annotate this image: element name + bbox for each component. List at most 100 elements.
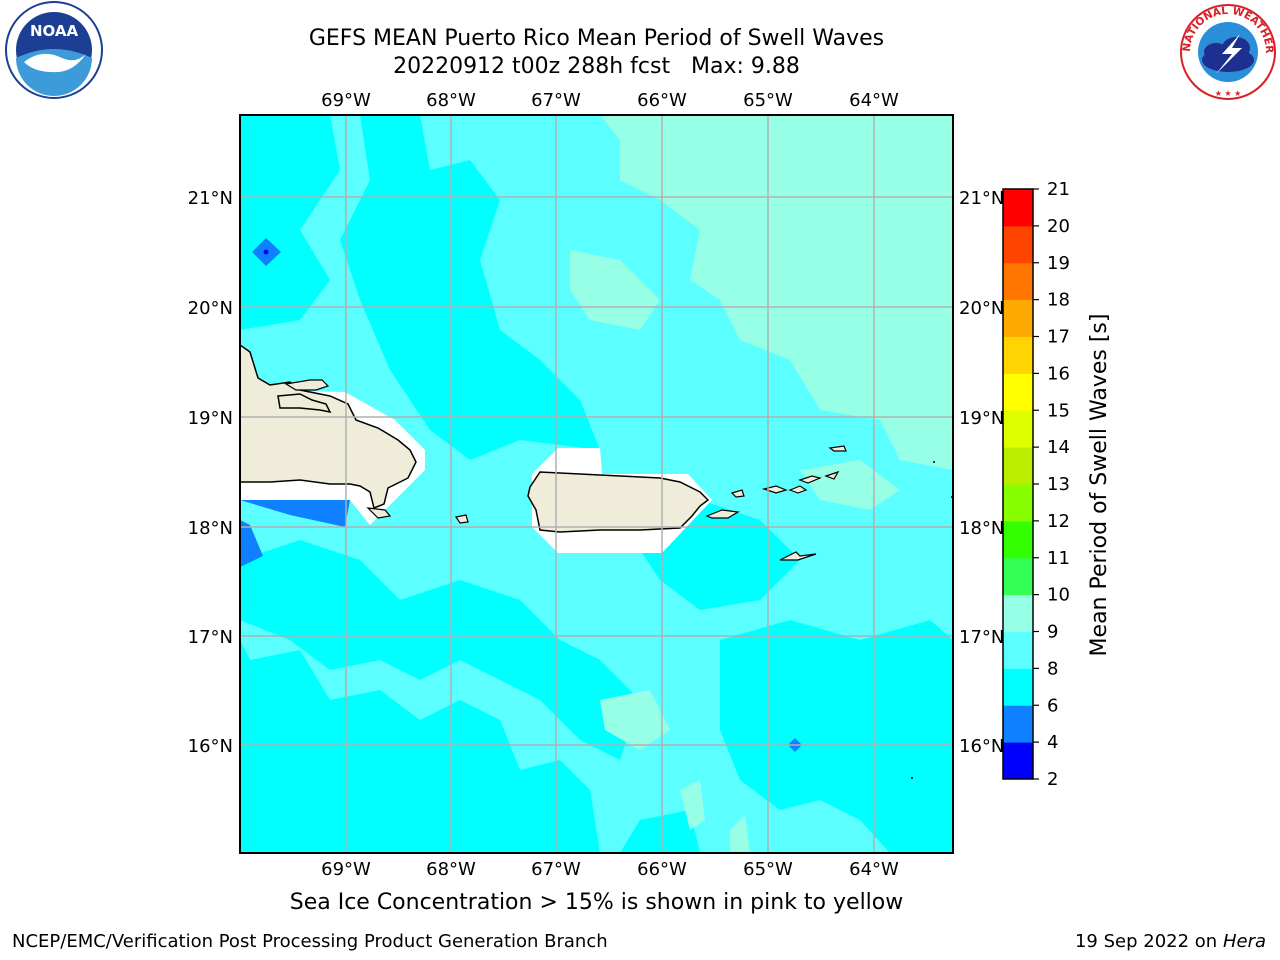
lat-label-left: 21°N [188,188,233,209]
chart-subtitle: 20220912 t00z 288h fcst Max: 9.88 [393,54,800,79]
lat-label-left: 18°N [188,518,233,539]
lat-label-left: 19°N [188,408,233,429]
field-aqua [600,690,670,750]
colorbar-segment [1003,520,1033,559]
field-cyan-patch [720,620,953,853]
land-st-croix [779,551,817,561]
colorbar-segment [1003,373,1033,411]
land-islet [366,507,392,519]
land-anegada [828,445,847,452]
lon-label-bottom: 66°W [637,859,687,880]
nws-logo: NATIONAL WEATHER SERVICE ★ ★ ★ [1176,0,1276,100]
colorbar-tick-label: 11 [1047,548,1070,569]
colorbar-segment [1003,262,1033,301]
colorbar-tick-label: 12 [1047,511,1070,532]
colorbar-segment [1003,336,1033,374]
chart-title: GEFS MEAN Puerto Rico Mean Period of Swe… [308,26,885,51]
field-aqua [600,115,953,470]
field-aqua [680,780,705,830]
colorbar-segment [1003,668,1033,706]
colorbar-segment [1003,631,1033,669]
lat-label-left: 20°N [188,298,233,319]
land-islet [284,379,330,391]
footer-host: Hera [1222,931,1266,952]
field-aqua [800,460,900,510]
colorbar-segment [1003,189,1033,227]
map-frame [239,114,954,854]
colorbar-tick-label: 2 [1047,769,1058,790]
colorbar-segment [1003,410,1033,448]
land-culebra [730,489,745,498]
lon-label-bottom: 64°W [849,859,899,880]
lon-label-top: 64°W [849,90,899,111]
lon-label-bottom: 65°W [743,859,793,880]
land-vieques [705,509,740,519]
colorbar-segment [1003,557,1033,596]
lon-label-top: 65°W [743,90,793,111]
lon-label-top: 68°W [426,90,476,111]
map-field [240,115,953,853]
colorbar-tick-label: 4 [1047,732,1058,753]
colorbar-label: Mean Period of Swell Waves [s] [1087,314,1112,657]
colorbar-tick-label: 15 [1047,400,1070,421]
lat-label-right: 19°N [959,408,1004,429]
footer-date-text: 19 Sep 2022 on [1074,931,1218,952]
lon-label-bottom: 68°W [426,859,476,880]
lon-label-bottom: 67°W [531,859,581,880]
land-virgin-gorda [824,470,840,480]
colorbar-segment [1003,299,1033,337]
colorbar-segment [1003,742,1033,780]
svg-text:★ ★ ★: ★ ★ ★ [1215,89,1242,98]
colorbar-tick-label: 6 [1047,695,1058,716]
colorbar-tick-label: 17 [1047,327,1070,348]
footer-date: 19 Sep 2022 on Hera [1075,931,1266,952]
field-cyan-patch [240,700,500,853]
lon-label-top: 67°W [531,90,581,111]
graticule [240,115,953,853]
lat-label-right: 21°N [959,188,1004,209]
colorbar-tick-label: 20 [1047,216,1070,237]
colorbar-tick-label: 13 [1047,474,1070,495]
land-st-john [788,485,808,494]
colorbar-tick-label: 8 [1047,658,1058,679]
field-aqua [570,250,660,330]
colorbar-tick-label: 9 [1047,622,1058,643]
colorbar-tick-label: 16 [1047,363,1070,384]
colorbar-tick-label: 19 [1047,253,1070,274]
colorbar-tick-label: 21 [1047,179,1070,200]
colorbar-segment [1003,594,1033,632]
field-aqua [730,815,750,853]
colorbar-segment [1003,484,1033,522]
lon-label-top: 66°W [637,90,687,111]
land-hispaniola [240,344,417,510]
land-islet [455,514,469,524]
sea-ice-note: Sea Ice Concentration > 15% is shown in … [289,890,904,915]
field-dark-blue [240,520,263,567]
field-cyan-patch [240,115,340,330]
land-tortola [798,475,822,484]
lat-label-right: 17°N [959,627,1004,648]
lat-label-right: 16°N [959,736,1004,757]
colorbar: 2 4 6 8 9 10 11 12 13 14 15 16 17 18 19 20 21 [1002,179,1070,790]
footer-credit: NCEP/EMC/Verification Post Processing Pr… [12,931,608,952]
lat-label-left: 17°N [188,627,233,648]
lon-label-bottom: 69°W [321,859,371,880]
colorbar-segment [1003,705,1033,743]
field-dark-blue [240,500,350,527]
land-hispaniola-north [277,393,332,414]
colorbar-segment [1003,447,1033,485]
field-cyan-patch [240,540,640,760]
field-cyan-patch [340,115,600,460]
colorbar-segment [1003,225,1033,264]
land-st-thomas [761,485,788,494]
colorbar-tick-label: 10 [1047,585,1070,606]
lat-label-left: 16°N [188,736,233,757]
noaa-logo: NOAA [5,1,103,99]
noaa-logo-text: NOAA [30,22,79,40]
lon-label-top: 69°W [321,90,371,111]
colorbar-tick-label: 14 [1047,437,1070,458]
lat-label-right: 18°N [959,518,1004,539]
lat-label-right: 20°N [959,298,1004,319]
colorbar-tick-label: 18 [1047,290,1070,311]
